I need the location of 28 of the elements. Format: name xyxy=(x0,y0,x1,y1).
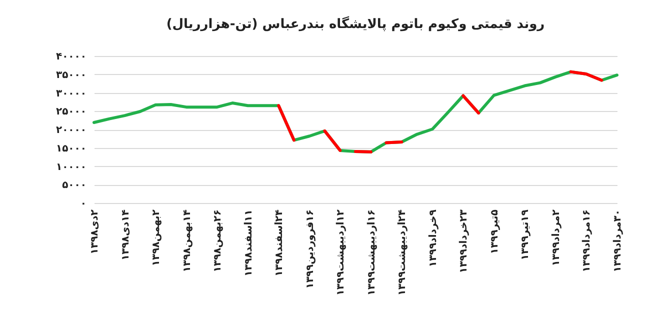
x-tick-label: ۲۴اسفند۱۳۹۸ xyxy=(274,210,286,276)
y-tick-label: ۴۰۰۰۰ xyxy=(56,52,86,62)
chart-title: روند قیمتی وکیوم باتوم پالایشگاه بندرعباس (تن-هزارریال) xyxy=(166,16,545,32)
x-tick-label: ۱۹تیر۱۳۹۹ xyxy=(520,210,532,260)
x-tick-label: ۱۶اردیبهشت۱۳۹۹ xyxy=(366,210,378,296)
x-tick-label: ۲۴اردیبهشت۱۳۹۹ xyxy=(397,210,408,296)
y-tick-label: ۱۰۰۰۰ xyxy=(56,162,86,173)
x-tick-label: ۱۲اردیبهشت۱۳۹۹ xyxy=(336,210,347,296)
x-tick-label: ۲بهمن۱۳۹۸ xyxy=(151,210,162,266)
y-tick-label: ۲۰۰۰۰ xyxy=(56,125,86,136)
y-tick-label: ۳۵۰۰۰ xyxy=(56,70,86,81)
y-tick-label: ۱۵۰۰۰ xyxy=(56,143,86,154)
x-tick-label: ۱۴دی۱۳۹۸ xyxy=(120,210,132,260)
x-tick-label: ۲مرداد۱۳۹۹ xyxy=(550,210,562,266)
y-tick-label: ۲۵۰۰۰ xyxy=(56,106,86,118)
x-tick-label: ۲۳خرداد۱۳۹۹ xyxy=(458,210,470,274)
x-tick-label: ۳۰مرداد۱۳۹۹ xyxy=(612,210,624,272)
y-tick-label: ۳۰۰۰۰ xyxy=(56,88,86,100)
y-tick-label: ۰ xyxy=(80,198,86,210)
x-tick-label: ۹خرداد۱۳۹۹ xyxy=(428,210,439,268)
x-tick-label: ۲دی۱۳۹۸ xyxy=(90,210,100,254)
x-tick-label: ۵تیر۱۳۹۹ xyxy=(489,210,500,254)
x-tick-label: ۱۶فروردین۱۳۹۹ xyxy=(304,210,316,289)
x-tick-label: ۱۴بهمن۱۳۹۸ xyxy=(182,210,193,272)
x-tick-label: ۱۶مرداد۱۳۹۹ xyxy=(582,210,593,272)
y-tick-label: ۵۰۰۰ xyxy=(62,180,86,192)
x-tick-label: ۱۱اسفند۱۳۹۸ xyxy=(243,210,254,276)
x-tick-label: ۲۶بهمن۱۳۹۸ xyxy=(212,210,224,272)
